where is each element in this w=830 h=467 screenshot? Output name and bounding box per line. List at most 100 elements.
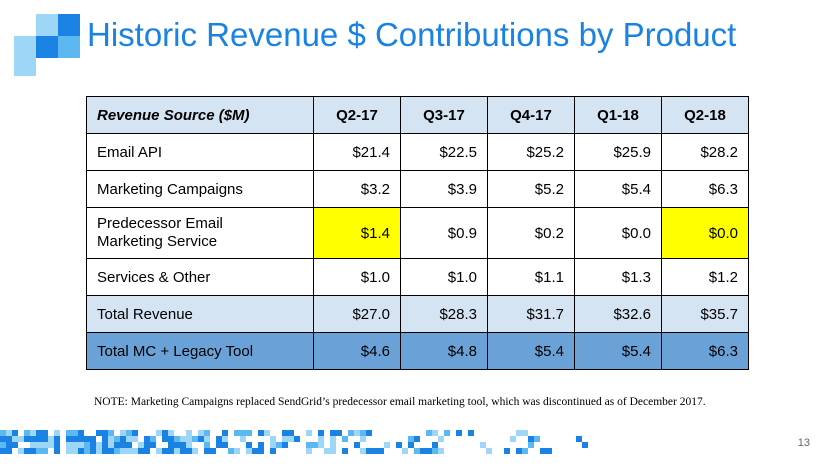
pixel-block — [126, 430, 132, 436]
pixel-block — [318, 436, 324, 442]
pixel-block — [204, 436, 210, 442]
pixel-block — [528, 436, 534, 442]
total-revenue-row: Total Revenue $27.0 $28.3 $31.7 $32.6 $3… — [86, 295, 749, 333]
pixel-block — [78, 448, 84, 454]
pixel-block — [72, 442, 78, 448]
pixel-block — [414, 436, 420, 442]
row-label: Marketing Campaigns — [86, 170, 314, 208]
pixel-block — [228, 448, 234, 454]
pixel-block — [336, 430, 342, 436]
pixel-block — [174, 448, 180, 454]
table-row: Predecessor Email Marketing Service $1.4… — [86, 207, 749, 259]
pixel-block — [282, 436, 288, 442]
pixel-block — [258, 442, 264, 448]
page-title: Historic Revenue $ Contributions by Prod… — [87, 16, 737, 53]
pixel-block — [330, 442, 336, 448]
pixel-block — [168, 442, 174, 448]
pixel-block — [114, 436, 120, 442]
pixel-block — [258, 448, 264, 454]
pixel-block — [516, 430, 522, 436]
pixel-block — [282, 430, 288, 436]
pixel-block — [222, 436, 228, 442]
pixel-block — [102, 448, 108, 454]
pixel-block — [54, 436, 60, 442]
pixel-block — [168, 430, 174, 436]
table-cell: $5.4 — [574, 332, 662, 370]
pixel-block — [168, 448, 174, 454]
pixel-block — [42, 436, 48, 442]
pixel-block — [72, 448, 78, 454]
pixel-block — [72, 430, 78, 436]
revenue-table: Revenue Source ($M) Q2-17 Q3-17 Q4-17 Q1… — [86, 96, 749, 370]
pixel-block — [96, 430, 102, 436]
pixel-block — [6, 436, 12, 442]
pixel-block — [372, 448, 378, 454]
column-header: Q2-18 — [661, 96, 749, 134]
pixel-block — [246, 430, 252, 436]
pixel-block — [432, 430, 438, 436]
pixel-block — [354, 430, 360, 436]
pixel-block — [42, 448, 48, 454]
pixel-block — [402, 448, 408, 454]
pixel-block — [30, 448, 36, 454]
pixel-block — [6, 430, 12, 436]
pixel-block — [216, 436, 222, 442]
pixel-block — [306, 430, 312, 436]
row-label: Services & Other — [86, 258, 314, 296]
pixel-block — [78, 430, 84, 436]
pixel-block — [486, 448, 492, 454]
pixel-block — [516, 448, 522, 454]
pixel-block — [216, 442, 222, 448]
pixel-block — [162, 448, 168, 454]
pixel-block — [18, 448, 24, 454]
pixel-block — [48, 442, 54, 448]
table-cell: $28.3 — [400, 295, 488, 333]
pixel-block — [504, 448, 510, 454]
pixel-block — [54, 430, 60, 436]
pixel-block — [288, 430, 294, 436]
pixel-block — [306, 448, 312, 454]
pixel-block — [246, 442, 252, 448]
pixel-block — [108, 448, 114, 454]
highlighted-cell: $1.4 — [313, 207, 401, 259]
pixel-block — [522, 448, 528, 454]
pixel-block — [30, 436, 36, 442]
pixel-block — [222, 430, 228, 436]
pixel-block — [108, 430, 114, 436]
pixel-block — [120, 442, 126, 448]
table-cell: $25.2 — [487, 133, 575, 171]
column-header: Q4-17 — [487, 96, 575, 134]
pixel-block — [66, 448, 72, 454]
pixel-block — [354, 442, 360, 448]
pixel-block — [198, 436, 204, 442]
pixel-block — [432, 448, 438, 454]
pixel-block — [96, 442, 102, 448]
pixel-block — [306, 442, 312, 448]
pixel-block — [120, 448, 126, 454]
pixel-block — [234, 448, 240, 454]
pixel-block — [108, 436, 114, 442]
pixel-block — [12, 442, 18, 448]
pixel-block — [414, 448, 420, 454]
pixel-block — [432, 442, 438, 448]
table-cell: $27.0 — [313, 295, 401, 333]
pixel-block — [180, 436, 186, 442]
pixel-block — [438, 436, 444, 442]
table-cell: $6.3 — [661, 332, 749, 370]
pixel-block — [144, 442, 150, 448]
pixel-block — [288, 436, 294, 442]
table-cell: $4.8 — [400, 332, 488, 370]
table-cell: $0.9 — [400, 207, 488, 259]
pixel-block — [426, 448, 432, 454]
sendgrid-logo-icon — [14, 14, 80, 76]
table-cell: $22.5 — [400, 133, 488, 171]
pixel-block — [120, 436, 126, 442]
pixel-block — [84, 448, 90, 454]
pixel-block — [30, 442, 36, 448]
table-cell: $5.4 — [487, 332, 575, 370]
pixel-block — [144, 436, 150, 442]
pixel-block — [204, 430, 210, 436]
pixel-block — [252, 448, 258, 454]
pixel-block — [138, 442, 144, 448]
table-cell: $1.3 — [574, 258, 662, 296]
